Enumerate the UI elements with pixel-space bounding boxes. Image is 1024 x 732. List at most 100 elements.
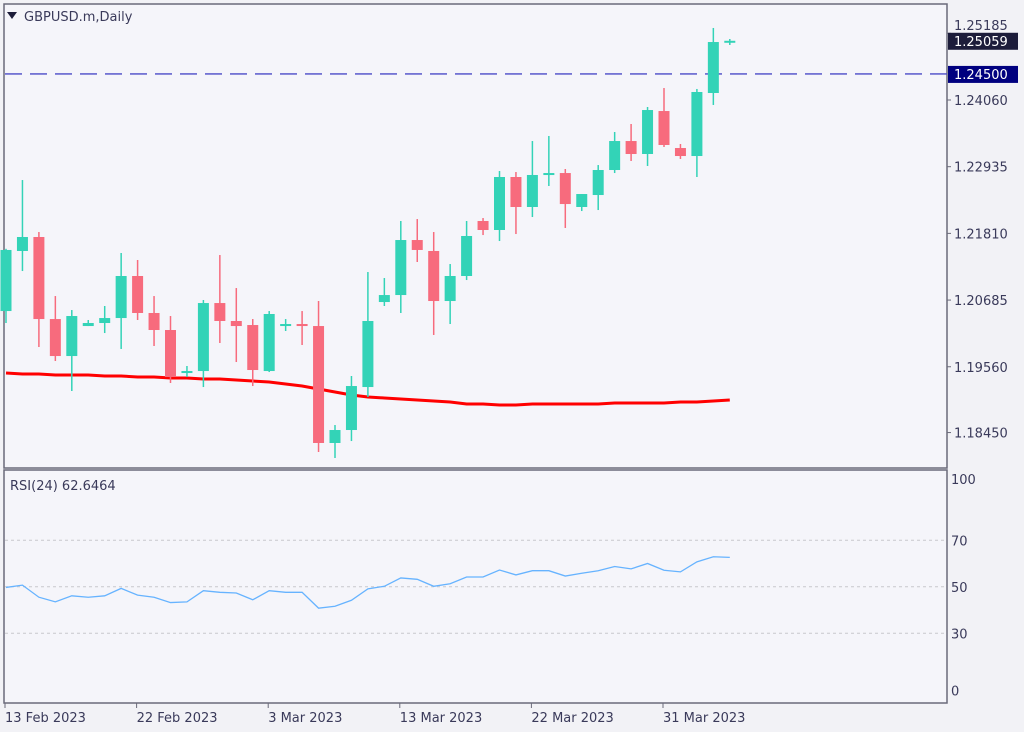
candle [477, 218, 489, 236]
candle-body [691, 91, 703, 157]
symbol-title: GBPUSD.m,Daily [24, 10, 133, 25]
candle [674, 143, 686, 159]
candle-body [477, 220, 489, 231]
price-tick-label: 1.24060 [954, 94, 1008, 109]
candle-body [148, 312, 160, 331]
candle-body [115, 276, 127, 319]
candle [165, 316, 176, 384]
candle-body [197, 303, 209, 372]
price-tick-label: 1.25185 [954, 19, 1008, 34]
candle-body [625, 141, 637, 155]
candle-body [444, 276, 456, 302]
rsi-tick-label: 100 [951, 473, 976, 488]
candle [510, 172, 522, 235]
candle-body [345, 386, 357, 431]
candle [428, 232, 440, 335]
candle-body [313, 326, 325, 443]
rsi-tick-label: 70 [951, 534, 968, 549]
candle-body [674, 148, 686, 157]
candle-body [165, 330, 176, 378]
candle-body [263, 314, 275, 372]
candle [378, 278, 390, 306]
candle-body [296, 324, 308, 327]
candle-body [642, 110, 654, 155]
candle-body [82, 323, 94, 327]
candle [296, 311, 308, 346]
date-tick-label: 3 Mar 2023 [268, 711, 342, 726]
candle [609, 132, 621, 174]
candle-body [461, 235, 473, 277]
candle-body [576, 194, 588, 208]
candle-body [559, 173, 571, 205]
candle [461, 220, 473, 281]
candle [214, 255, 226, 343]
candle [658, 88, 670, 148]
candle-body [378, 295, 390, 303]
rsi-tick-label: 50 [951, 581, 968, 596]
candle-body [411, 240, 423, 250]
collapse-triangle-icon[interactable] [7, 12, 17, 19]
candle-body [707, 42, 719, 94]
candle [592, 165, 604, 211]
candle-body [49, 319, 61, 357]
candle-body [214, 303, 226, 321]
candle [362, 272, 374, 397]
date-tick-label: 22 Mar 2023 [531, 711, 613, 726]
current-price-label: 1.25059 [954, 35, 1008, 50]
date-tick-label: 13 Feb 2023 [5, 711, 86, 726]
candle-body [428, 250, 440, 302]
candle [543, 135, 555, 187]
candle-body [592, 170, 604, 196]
candle [494, 171, 505, 242]
candle-body [0, 249, 12, 312]
candle-body [181, 371, 193, 374]
current-price-box [948, 32, 1018, 50]
price-tick-label: 1.20685 [954, 294, 1008, 309]
candle-body [658, 111, 670, 145]
candle [313, 301, 325, 453]
candle-body [16, 236, 28, 251]
date-tick-label: 31 Mar 2023 [663, 711, 745, 726]
candle [707, 27, 719, 105]
candle [263, 311, 275, 373]
candle-body [543, 173, 555, 176]
candle-body [280, 324, 292, 327]
candle [559, 169, 571, 228]
candle [691, 88, 703, 178]
candle [66, 310, 78, 392]
rsi-line [5, 556, 730, 609]
candle-body [609, 141, 621, 171]
candle [82, 319, 94, 327]
candle [526, 141, 538, 218]
candle [247, 319, 259, 387]
candle [33, 232, 45, 348]
candle [345, 376, 357, 442]
candle [395, 220, 407, 313]
candle-body [494, 177, 505, 231]
rsi-tick-label: 0 [951, 685, 959, 700]
date-tick-label: 22 Feb 2023 [137, 711, 218, 726]
candle-body [132, 276, 144, 313]
rsi-title: RSI(24) 62.6464 [10, 479, 116, 494]
candle-body [329, 430, 341, 443]
price-tick-label: 1.19560 [954, 361, 1008, 376]
candle-body [526, 174, 538, 208]
price-tick-label: 1.18450 [954, 427, 1008, 442]
candle [724, 39, 736, 45]
candle [280, 319, 292, 332]
candle [197, 300, 209, 388]
candle-body [362, 320, 374, 388]
candle [181, 365, 193, 378]
candle-body [66, 316, 78, 357]
candle [625, 124, 637, 161]
candle [49, 296, 61, 362]
candle [115, 253, 127, 349]
candle [16, 180, 28, 272]
candle [411, 219, 423, 263]
candle [642, 106, 654, 166]
candle-body [230, 320, 242, 327]
level-price-box [948, 65, 1018, 83]
candle-body [510, 177, 522, 208]
price-panel[interactable] [3, 3, 948, 469]
